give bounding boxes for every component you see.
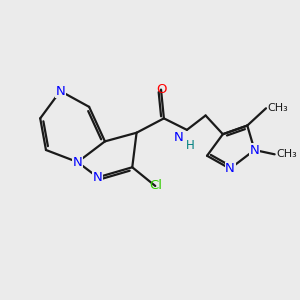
Text: O: O [156,83,166,96]
Text: N: N [250,143,260,157]
Text: Cl: Cl [149,179,162,193]
Text: N: N [225,162,235,175]
Text: N: N [56,85,65,98]
Text: N: N [174,131,184,144]
Text: N: N [93,171,103,184]
Text: CH₃: CH₃ [267,103,288,113]
Text: H: H [185,139,194,152]
Text: N: N [73,156,82,169]
Text: CH₃: CH₃ [276,149,297,159]
